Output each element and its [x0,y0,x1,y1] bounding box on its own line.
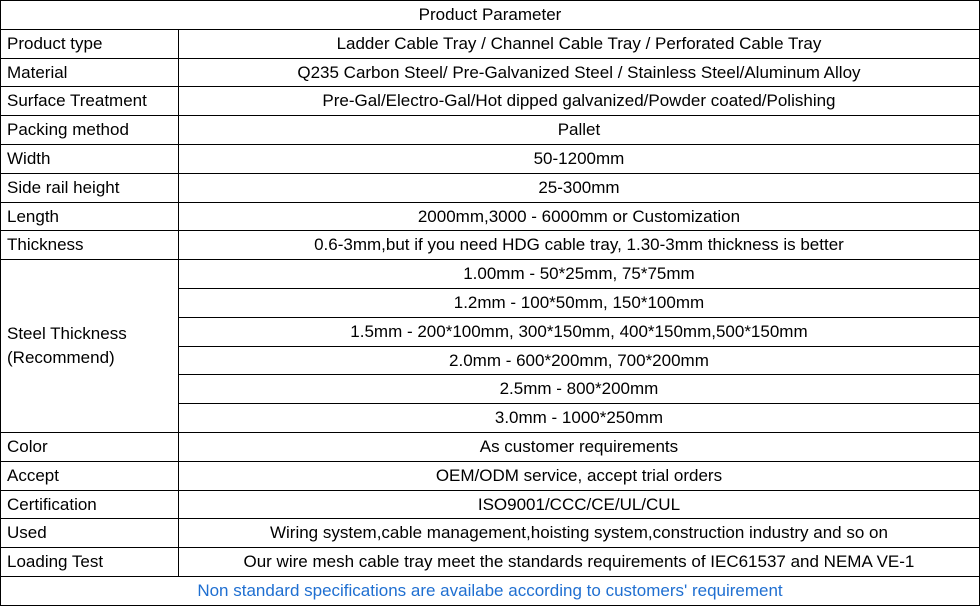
table-row: Product type Ladder Cable Tray / Channel… [1,29,980,58]
row-value-steel-thickness-3: 2.0mm - 600*200mm, 700*200mm [178,346,979,375]
row-label-surface-treatment: Surface Treatment [1,87,179,116]
table-row: Surface Treatment Pre-Gal/Electro-Gal/Ho… [1,87,980,116]
row-value-used: Wiring system,cable management,hoisting … [178,519,979,548]
row-value-packing-method: Pallet [178,116,979,145]
row-label-width: Width [1,144,179,173]
row-label-accept: Accept [1,461,179,490]
row-value-product-type: Ladder Cable Tray / Channel Cable Tray /… [178,29,979,58]
row-label-color: Color [1,432,179,461]
row-value-steel-thickness-0: 1.00mm - 50*25mm, 75*75mm [178,260,979,289]
table-row: Steel Thickness (Recommend) 1.00mm - 50*… [1,260,980,289]
table-row: Thickness 0.6-3mm,but if you need HDG ca… [1,231,980,260]
row-value-steel-thickness-1: 1.2mm - 100*50mm, 150*100mm [178,288,979,317]
table-row: Certification ISO9001/CCC/CE/UL/CUL [1,490,980,519]
row-label-packing-method: Packing method [1,116,179,145]
row-value-surface-treatment: Pre-Gal/Electro-Gal/Hot dipped galvanize… [178,87,979,116]
row-label-side-rail-height: Side rail height [1,173,179,202]
table-header-row: Product Parameter [1,1,980,30]
row-value-steel-thickness-5: 3.0mm - 1000*250mm [178,404,979,433]
table-footer-row: Non standard specifications are availabe… [1,576,980,605]
table-row: Accept OEM/ODM service, accept trial ord… [1,461,980,490]
row-value-thickness: 0.6-3mm,but if you need HDG cable tray, … [178,231,979,260]
row-label-length: Length [1,202,179,231]
row-value-steel-thickness-4: 2.5mm - 800*200mm [178,375,979,404]
table-row: Used Wiring system,cable management,hois… [1,519,980,548]
row-label-product-type: Product type [1,29,179,58]
table-row: Side rail height 25-300mm [1,173,980,202]
table-row: Length 2000mm,3000 - 6000mm or Customiza… [1,202,980,231]
row-label-steel-thickness: Steel Thickness (Recommend) [1,260,179,433]
row-label-material: Material [1,58,179,87]
row-label-certification: Certification [1,490,179,519]
row-value-side-rail-height: 25-300mm [178,173,979,202]
row-value-steel-thickness-2: 1.5mm - 200*100mm, 300*150mm, 400*150mm,… [178,317,979,346]
row-value-loading-test: Our wire mesh cable tray meet the standa… [178,548,979,577]
row-value-color: As customer requirements [178,432,979,461]
row-value-length: 2000mm,3000 - 6000mm or Customization [178,202,979,231]
table-row: Material Q235 Carbon Steel/ Pre-Galvaniz… [1,58,980,87]
row-label-loading-test: Loading Test [1,548,179,577]
row-value-material: Q235 Carbon Steel/ Pre-Galvanized Steel … [178,58,979,87]
table-row: Packing method Pallet [1,116,980,145]
row-value-width: 50-1200mm [178,144,979,173]
table-row: Loading Test Our wire mesh cable tray me… [1,548,980,577]
table-row: Color As customer requirements [1,432,980,461]
row-label-used: Used [1,519,179,548]
row-value-certification: ISO9001/CCC/CE/UL/CUL [178,490,979,519]
table-row: Width 50-1200mm [1,144,980,173]
table-footer: Non standard specifications are availabe… [1,576,980,605]
row-value-accept: OEM/ODM service, accept trial orders [178,461,979,490]
product-parameter-table: Product Parameter Product type Ladder Ca… [0,0,980,606]
table-title: Product Parameter [1,1,980,30]
row-label-thickness: Thickness [1,231,179,260]
